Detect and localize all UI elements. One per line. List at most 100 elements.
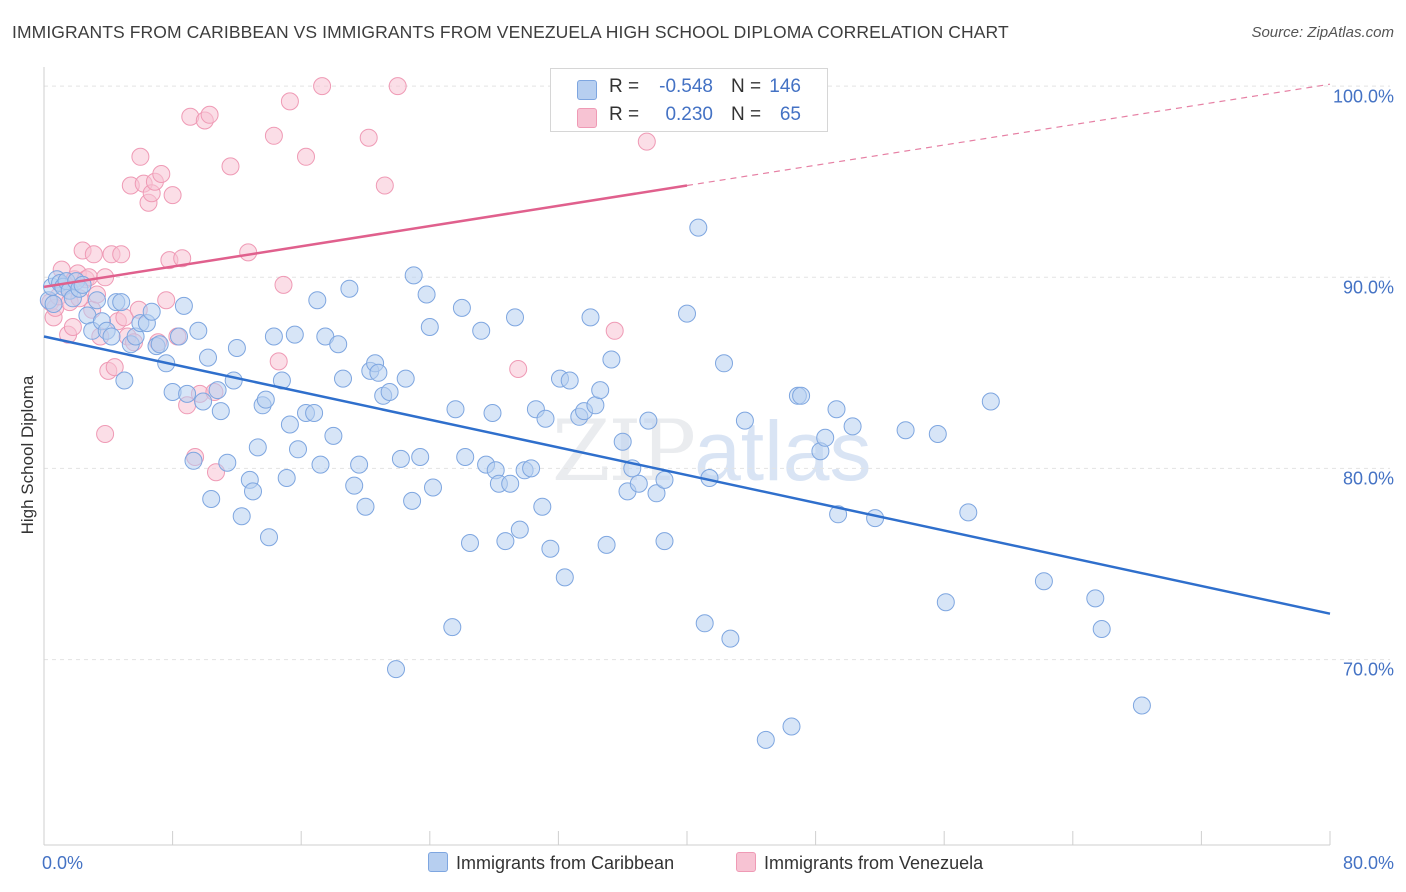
data-point	[715, 354, 733, 373]
data-point	[369, 363, 388, 382]
data-point	[277, 469, 296, 487]
legend-r-label: R =	[609, 104, 640, 125]
venezuela-legend-swatch	[736, 852, 756, 872]
x-tick-label-right: 80.0%	[1342, 853, 1394, 873]
data-point	[1034, 572, 1053, 591]
data-point	[308, 291, 327, 310]
data-point	[936, 593, 955, 612]
data-point	[264, 327, 283, 346]
data-point	[695, 614, 714, 633]
venezuela-swatch	[577, 108, 597, 128]
data-point	[163, 186, 182, 205]
data-point	[417, 285, 436, 304]
data-point	[380, 383, 399, 401]
venezuela-legend-label: Immigrants from Venezuela	[764, 853, 984, 873]
data-point	[387, 660, 405, 679]
data-point	[173, 249, 192, 268]
data-point	[597, 535, 616, 554]
bottom-legend-caribbean: Immigrants from Caribbean	[428, 852, 674, 874]
data-point	[506, 308, 524, 327]
data-point	[411, 448, 430, 466]
data-point	[602, 350, 621, 369]
data-point	[340, 279, 359, 298]
data-point	[44, 295, 63, 313]
caribbean-swatch	[577, 80, 597, 100]
data-point	[202, 490, 221, 508]
axes	[43, 67, 1331, 846]
data-point	[248, 438, 267, 457]
venezuela-trend-line-solid	[43, 184, 688, 289]
data-point	[269, 352, 288, 371]
data-point	[239, 243, 258, 262]
data-point	[629, 474, 648, 493]
data-point	[211, 402, 230, 421]
data-point	[194, 392, 213, 411]
data-point	[533, 497, 552, 516]
data-point	[280, 92, 299, 111]
data-point	[816, 428, 835, 447]
data-point	[142, 302, 161, 321]
data-point	[827, 400, 846, 419]
data-point	[1086, 589, 1105, 608]
gridlines	[44, 85, 1390, 661]
data-point	[560, 371, 579, 390]
data-point	[227, 339, 246, 357]
data-point	[522, 459, 541, 478]
data-point	[189, 321, 208, 340]
data-point	[102, 327, 121, 346]
data-point	[256, 390, 275, 409]
data-point	[221, 157, 240, 176]
data-point	[420, 318, 439, 336]
data-point	[443, 618, 462, 637]
data-point	[96, 425, 115, 443]
correlation-legend: R = -0.548 N = 146 R = 0.230 N = 65	[550, 68, 828, 132]
data-point	[843, 417, 862, 436]
data-point	[152, 165, 171, 183]
data-point	[452, 298, 471, 317]
data-point	[329, 335, 348, 354]
y-tick-label-90: 90.0%	[1342, 277, 1394, 298]
chart-title: IMMIGRANTS FROM CARIBBEAN VS IMMIGRANTS …	[12, 22, 1009, 42]
data-point	[324, 426, 343, 445]
data-point	[356, 497, 375, 516]
data-point	[605, 321, 624, 340]
data-point	[461, 534, 479, 552]
data-point	[345, 476, 364, 495]
data-point	[721, 629, 740, 648]
data-point	[313, 77, 332, 96]
data-point	[446, 400, 465, 419]
data-point	[157, 291, 176, 310]
legend-n-value: 146	[769, 76, 801, 97]
data-point	[289, 440, 307, 459]
data-point	[232, 507, 251, 526]
caribbean-points	[39, 218, 1151, 749]
data-point	[350, 455, 369, 474]
data-point	[184, 451, 203, 470]
legend-n-value: 65	[779, 104, 801, 125]
data-point	[1092, 620, 1111, 638]
data-point	[483, 404, 502, 422]
data-point	[218, 453, 237, 472]
data-point	[959, 503, 978, 522]
legend-r-value: -0.548	[659, 76, 713, 97]
data-point	[115, 371, 134, 390]
data-point	[88, 291, 106, 310]
legend-n-label: N =	[731, 104, 762, 125]
data-point	[311, 455, 330, 474]
data-point	[689, 218, 708, 237]
data-point	[496, 532, 515, 551]
data-point	[359, 128, 378, 147]
data-point	[424, 478, 442, 497]
data-point	[792, 386, 811, 405]
data-point	[613, 432, 632, 451]
data-point	[84, 245, 103, 264]
venezuela-points	[41, 77, 656, 482]
data-point	[264, 126, 283, 145]
venezuela-trend-line-dashed	[686, 83, 1331, 187]
data-point	[896, 421, 915, 440]
data-point	[224, 371, 243, 390]
data-point	[655, 470, 674, 489]
data-point	[1132, 696, 1151, 715]
data-point	[170, 327, 188, 346]
data-point	[756, 730, 775, 749]
